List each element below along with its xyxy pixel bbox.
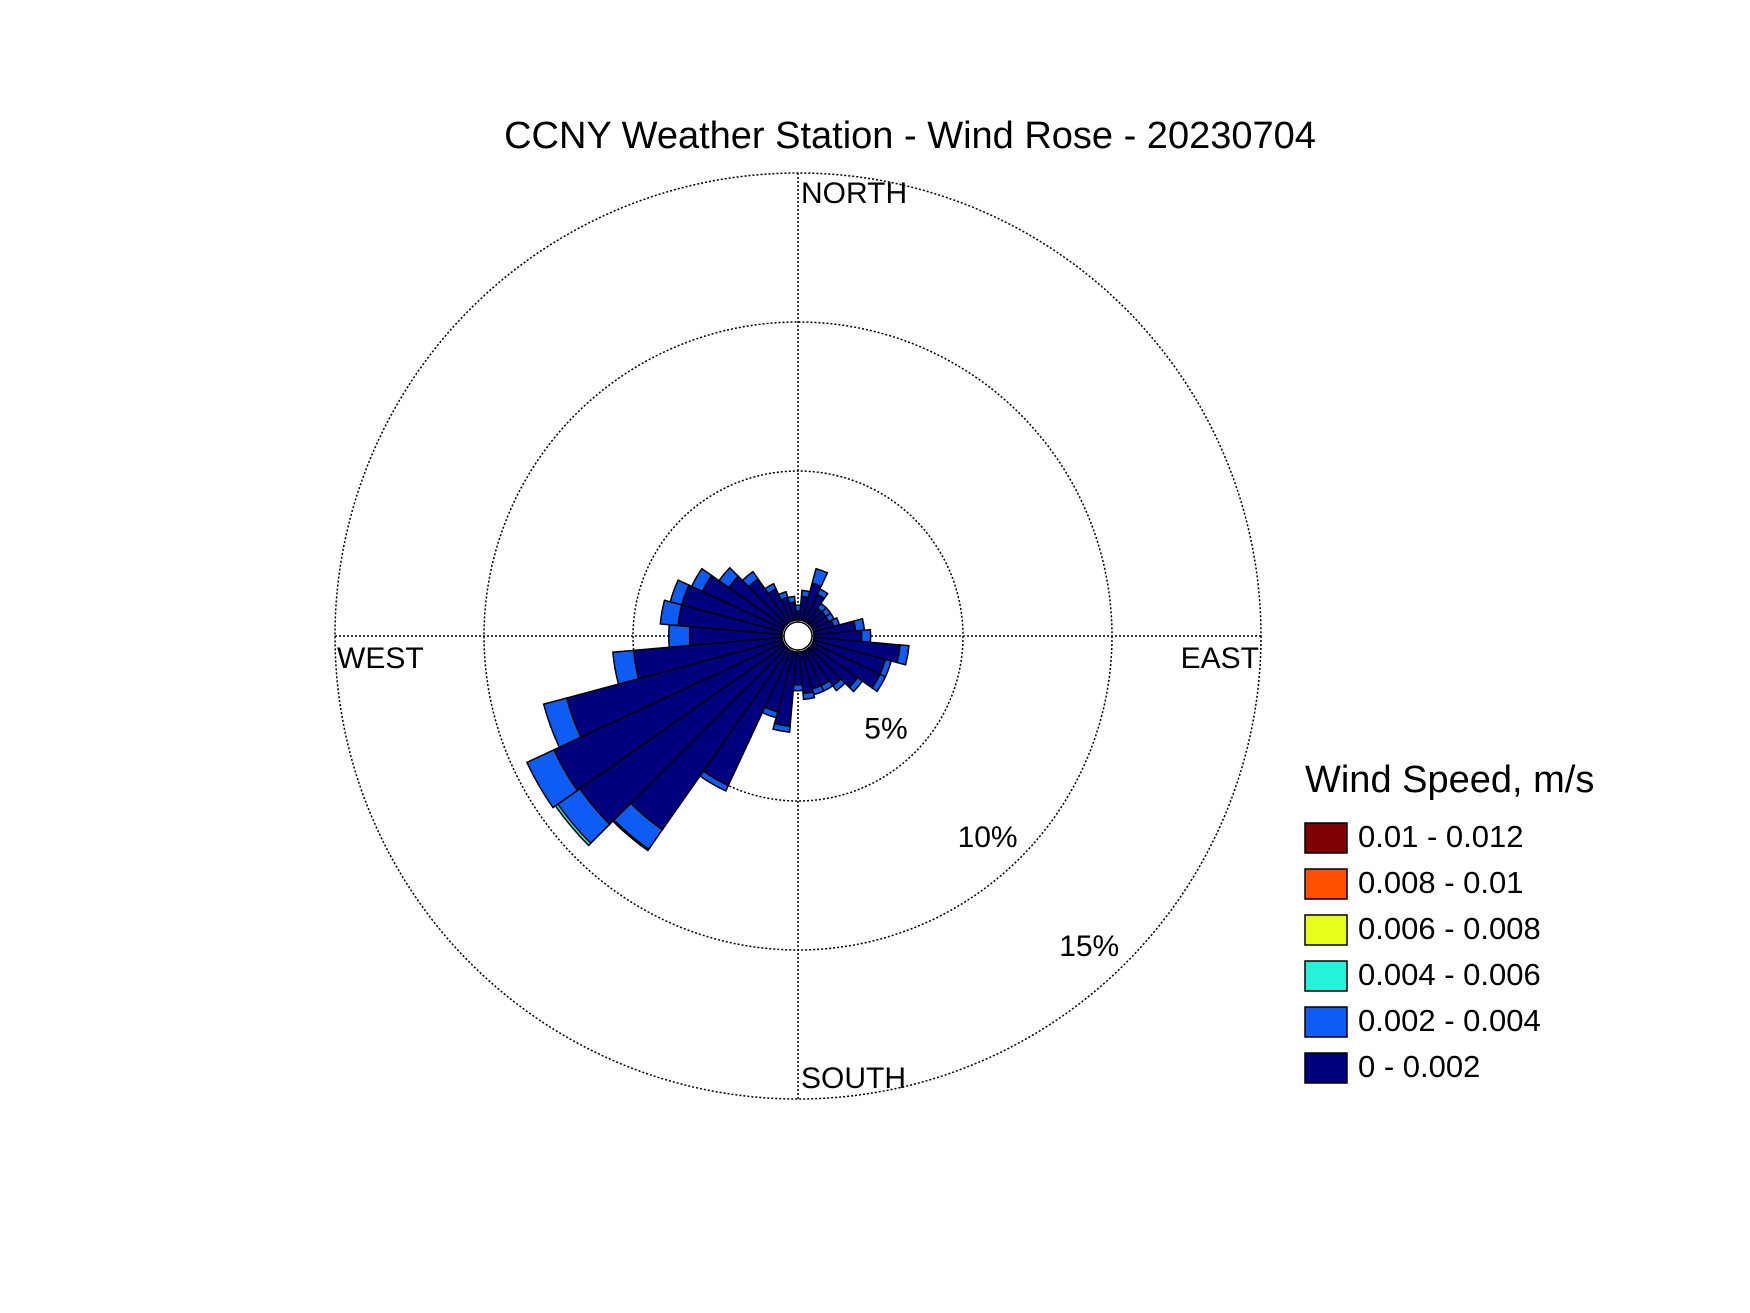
wedge: [802, 690, 816, 701]
r-tick-label: 5%: [864, 712, 907, 745]
wedge: [852, 617, 866, 632]
wedge: [816, 588, 829, 600]
legend-swatch: [1304, 960, 1348, 992]
grid: [334, 172, 1262, 1100]
wedge: [741, 570, 760, 588]
bars: [525, 566, 910, 852]
wedge: [612, 649, 640, 686]
legend-swatch: [1304, 1006, 1348, 1038]
wedge: [669, 579, 690, 606]
compass-label: SOUTH: [801, 1062, 906, 1095]
legend-label: 0 - 0.002: [1358, 1049, 1480, 1084]
wedge: [777, 590, 789, 601]
legend-label: 0.008 - 0.01: [1358, 865, 1523, 900]
legend-swatch: [1304, 914, 1348, 946]
wedge: [763, 582, 778, 595]
wedge: [668, 623, 691, 649]
wedge: [659, 599, 683, 627]
wedge: [772, 722, 791, 733]
center-hole: [783, 621, 813, 651]
wedge: [542, 697, 582, 749]
legend-title: Wind Speed, m/s: [1305, 759, 1594, 801]
wedge: [690, 567, 713, 593]
wedge: [860, 628, 872, 644]
wedge: [831, 677, 847, 692]
compass-label: WEST: [337, 642, 424, 675]
chart-title: CCNY Weather Station - Wind Rose - 20230…: [504, 115, 1316, 157]
r-tick-label: 10%: [958, 821, 1018, 854]
legend-swatch: [1304, 868, 1348, 900]
wedge: [811, 567, 829, 588]
wedge: [896, 644, 910, 666]
legend-swatch: [1304, 822, 1348, 854]
wedge: [792, 683, 804, 692]
compass-label: EAST: [1181, 642, 1259, 675]
legend-label: 0.002 - 0.004: [1358, 1003, 1541, 1038]
wedge: [717, 566, 740, 589]
wedge: [786, 595, 796, 605]
r-tick-label: 15%: [1059, 930, 1119, 963]
wedge: [525, 748, 579, 809]
wedge: [848, 676, 864, 693]
legend-label: 0.004 - 0.006: [1358, 957, 1541, 992]
legend-swatch: [1304, 1052, 1348, 1084]
wedge: [871, 673, 887, 693]
legend-label: 0.01 - 0.012: [1358, 819, 1523, 854]
legend-label: 0.006 - 0.008: [1358, 911, 1541, 946]
compass-label: NORTH: [801, 177, 907, 210]
